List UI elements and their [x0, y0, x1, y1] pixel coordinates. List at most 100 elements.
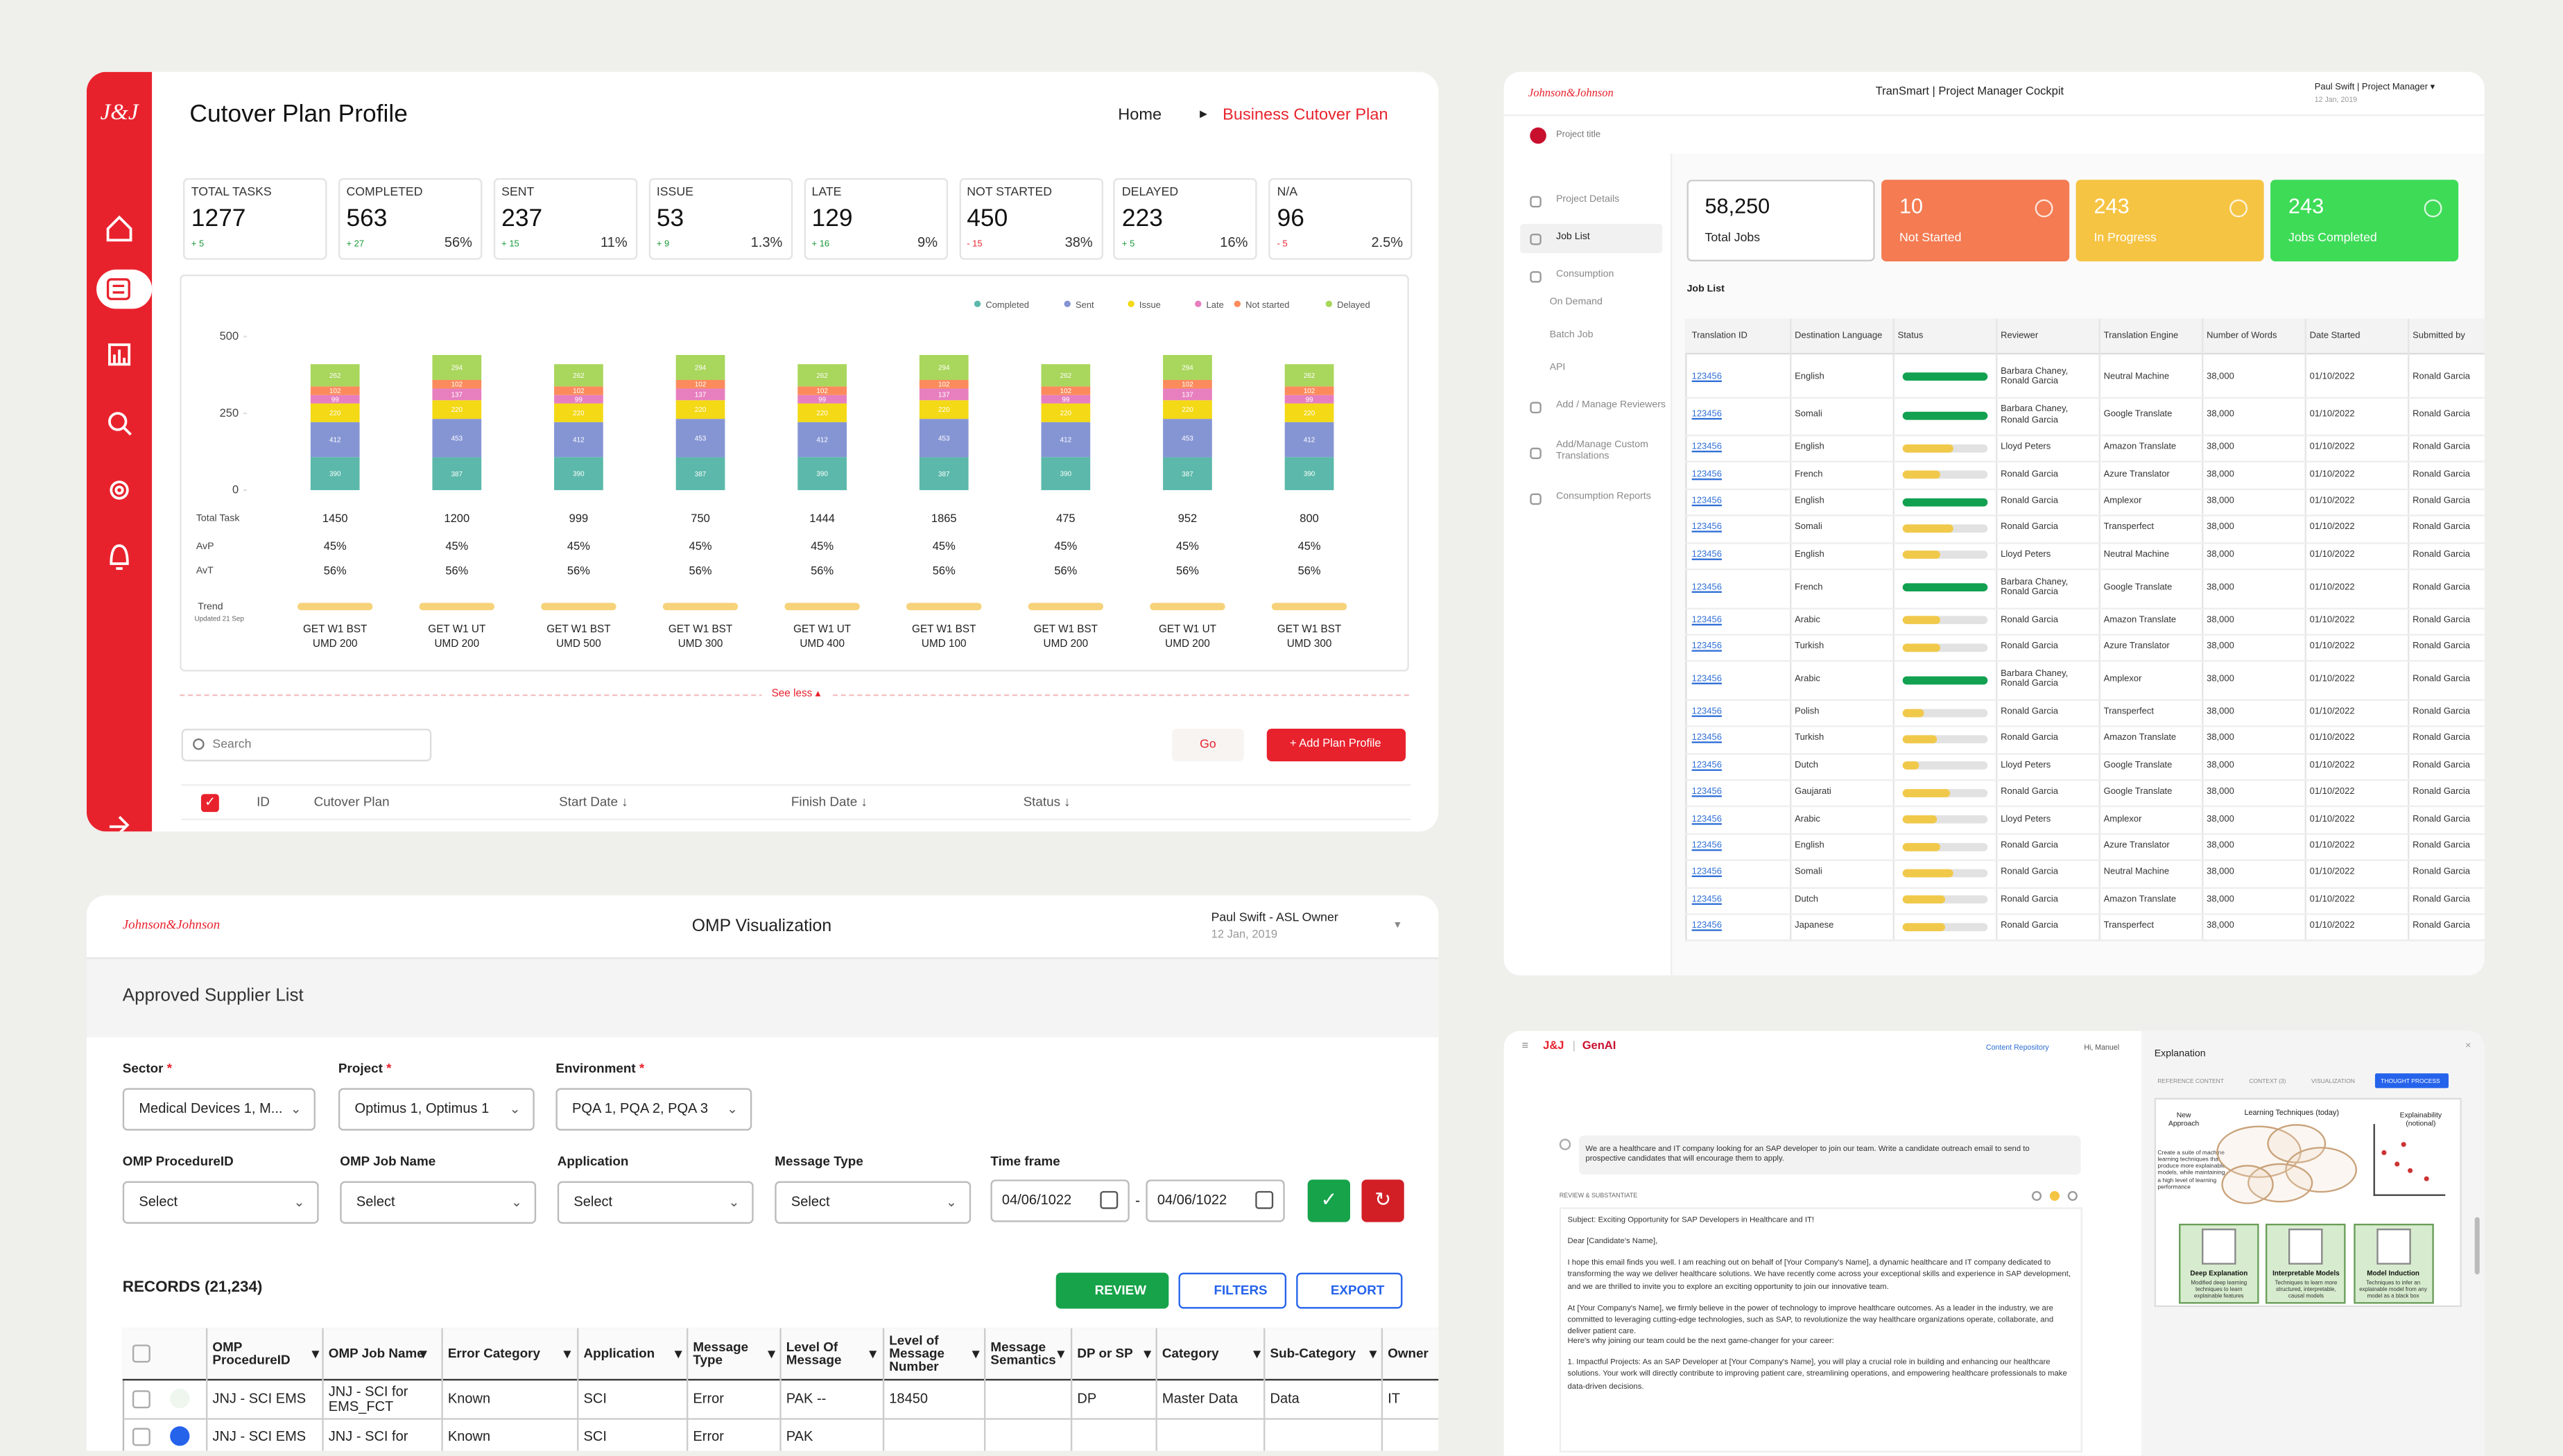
- cell: 123456: [1691, 523, 1722, 533]
- kpi-share: 1.3%: [750, 234, 783, 250]
- cell: Google Translate: [2103, 410, 2173, 420]
- select[interactable]: [122, 1181, 319, 1224]
- cell: 123456: [1691, 674, 1722, 685]
- segment-label: 220: [329, 410, 341, 417]
- tab[interactable]: THOUGHT PROCESS: [2381, 1078, 2440, 1085]
- select[interactable]: [338, 1088, 535, 1131]
- segment-label: 412: [329, 437, 340, 444]
- row-value: 45%: [445, 540, 468, 553]
- kpi-share: 2.5%: [1371, 234, 1404, 250]
- tab[interactable]: REFERENCE CONTENT: [2157, 1078, 2224, 1085]
- tab[interactable]: CONTEXT (3): [2249, 1078, 2286, 1085]
- select-value: PQA 1, PQA 2, PQA 3: [571, 1100, 709, 1116]
- cell: 01/10/2022: [2309, 734, 2355, 744]
- tab[interactable]: VISUALIZATION: [2311, 1078, 2355, 1085]
- cell: JNJ - SCI EMS: [212, 1427, 307, 1444]
- column-rule: [322, 1328, 324, 1451]
- cell: Ronald Garcia: [2001, 921, 2059, 932]
- segment-label: 102: [938, 381, 949, 389]
- select[interactable]: [122, 1088, 316, 1131]
- action-button[interactable]: [1055, 1272, 1169, 1309]
- date-input[interactable]: [1146, 1179, 1285, 1222]
- email-paragraph: I hope this email finds you well. I am r…: [1567, 1259, 2071, 1292]
- cell: Ronald Garcia: [2001, 615, 2059, 625]
- cell: Amazon Translate: [2103, 615, 2177, 625]
- status-bar: [1902, 372, 1988, 381]
- menu-item[interactable]: Job List: [1555, 232, 1590, 243]
- bar-segment: [432, 355, 482, 380]
- technique-ellipse: [2221, 1165, 2274, 1204]
- row-value: 475: [1056, 512, 1076, 525]
- row-value: 56%: [933, 564, 956, 577]
- menu-item[interactable]: Batch Job: [1549, 330, 1594, 341]
- column-rule: [205, 1328, 208, 1451]
- kpi-label: TOTAL TASKS: [191, 184, 272, 199]
- page-title: Cutover Plan Profile: [189, 100, 408, 128]
- go-button[interactable]: [1172, 728, 1244, 762]
- select[interactable]: [775, 1181, 972, 1224]
- technique-title: Model Induction: [2367, 1268, 2419, 1277]
- cell: 38,000: [2207, 496, 2234, 507]
- search-box[interactable]: [181, 728, 432, 762]
- row-value: 750: [691, 512, 710, 525]
- axis-dot: [2406, 1167, 2412, 1172]
- cell: Ronald Garcia: [2413, 550, 2471, 560]
- cell: Ronald Garcia: [2413, 523, 2471, 533]
- stat-icon: [2229, 199, 2248, 218]
- row-status: [170, 1426, 190, 1446]
- row-rule: [122, 1417, 1439, 1419]
- trend-value: GET W1 UT UMD 200: [428, 623, 485, 650]
- action-button[interactable]: [1178, 1272, 1287, 1309]
- bar-segment: [675, 388, 725, 401]
- cell: Amazon Translate: [2103, 442, 2177, 453]
- menu-item[interactable]: On Demand: [1549, 297, 1603, 308]
- apply-button[interactable]: [1307, 1179, 1350, 1222]
- section-band: [86, 957, 1439, 1038]
- column-header: Sub-Category: [1270, 1346, 1356, 1361]
- date-input[interactable]: [990, 1179, 1130, 1222]
- add-button[interactable]: [1266, 728, 1406, 762]
- menu-item[interactable]: Add / Manage Reviewers: [1555, 401, 1666, 411]
- cell: Ronald Garcia: [2413, 410, 2471, 420]
- kpi-card: [338, 177, 483, 260]
- action-button[interactable]: [1296, 1272, 1403, 1309]
- bar-segment: [1041, 422, 1091, 458]
- cell: 01/10/2022: [2309, 707, 2355, 718]
- bar-segment: [1041, 364, 1091, 387]
- technique-text: Techniques to learn more structured, int…: [2275, 1279, 2338, 1299]
- legend-label: Delayed: [1337, 300, 1370, 310]
- select[interactable]: [555, 1088, 752, 1131]
- user-date: 12 Jan, 2019: [2314, 95, 2358, 104]
- panel-close: ×: [2465, 1041, 2471, 1052]
- cell: 01/10/2022: [2309, 814, 2355, 824]
- email-paragraph: Subject: Exciting Opportunity for SAP De…: [1567, 1217, 1815, 1226]
- trend-value: GET W1 BST UMD 300: [668, 623, 732, 650]
- menu-item[interactable]: Add/Manage Custom Translations: [1555, 440, 1648, 462]
- legend-swatch: [1128, 300, 1134, 308]
- cell: Ronald Garcia: [2001, 734, 2059, 744]
- menu-item[interactable]: Consumption Reports: [1555, 492, 1651, 503]
- menu-item[interactable]: Project Details: [1555, 195, 1620, 205]
- row-value: 56%: [811, 564, 834, 577]
- cell: 01/10/2022: [2309, 841, 2355, 851]
- cell: Amazon Translate: [2103, 894, 2177, 905]
- segment-label: 99: [818, 396, 826, 404]
- select[interactable]: [340, 1181, 537, 1224]
- reset-button[interactable]: [1361, 1179, 1404, 1222]
- bar-segment: [1163, 457, 1212, 490]
- see-less[interactable]: See less ▴: [761, 688, 831, 701]
- cell: Transperfect: [2103, 707, 2154, 718]
- segment-label: 137: [938, 391, 949, 399]
- cell: 38,000: [2207, 894, 2234, 905]
- trend-value: GET W1 BST UMD 300: [1277, 623, 1341, 650]
- menu-item[interactable]: Consumption: [1555, 270, 1614, 280]
- segment-label: 294: [938, 365, 950, 372]
- stat-value: 58,250: [1705, 193, 1770, 218]
- bar-segment: [675, 400, 725, 419]
- status-bar: [1902, 761, 1920, 770]
- segment-label: 390: [1304, 471, 1315, 478]
- select[interactable]: [557, 1181, 754, 1224]
- menu-item[interactable]: API: [1549, 363, 1566, 374]
- segment-label: 412: [573, 437, 584, 444]
- segment-label: 390: [816, 471, 828, 478]
